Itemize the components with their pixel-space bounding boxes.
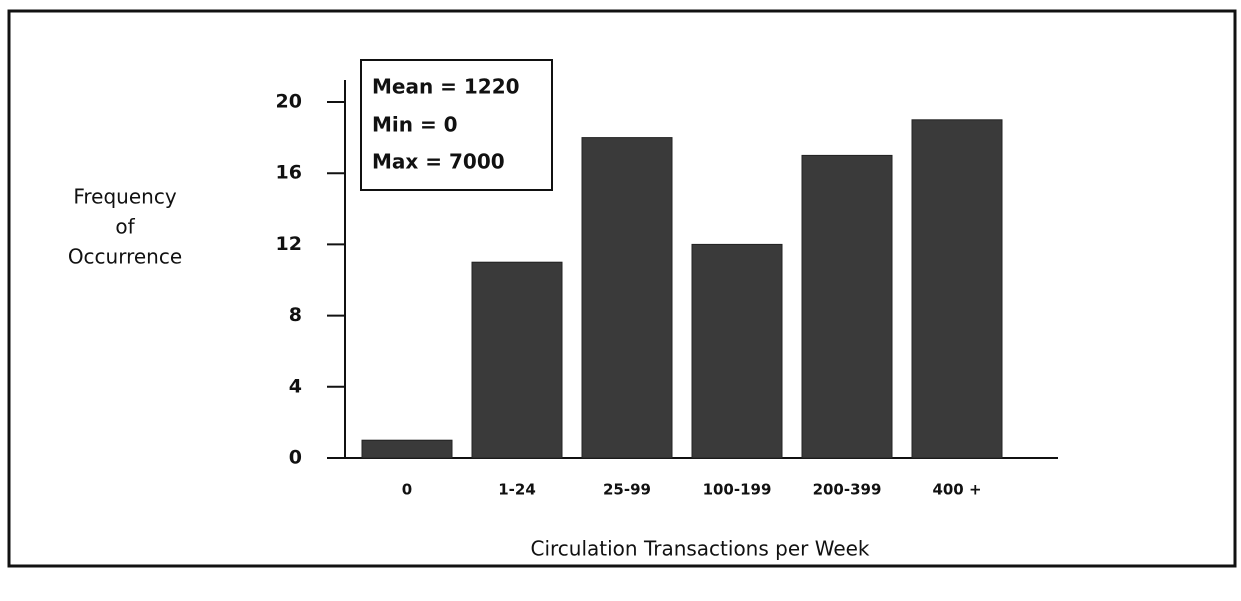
x-tick-label: 200-399 — [813, 481, 882, 499]
y-axis-label: of — [115, 215, 135, 239]
y-tick-label: 20 — [276, 91, 302, 113]
x-axis-label: Circulation Transactions per Week — [530, 537, 869, 561]
y-axis-label: Frequency — [73, 185, 176, 209]
y-tick-label: 12 — [276, 233, 302, 255]
bar — [361, 439, 453, 459]
frame — [7, 9, 1237, 568]
bar — [471, 261, 563, 459]
y-axis-label: Occurrence — [68, 245, 182, 269]
stats-box — [360, 59, 553, 191]
y-tick-label: 0 — [289, 447, 302, 469]
x-tick-label: 100-199 — [703, 481, 772, 499]
bar — [691, 243, 783, 459]
y-tick-label: 16 — [276, 162, 302, 184]
x-tick-label: 1-24 — [498, 481, 536, 499]
y-tick-label: 8 — [289, 304, 302, 326]
annotation: Mean = 1220 — [372, 75, 520, 99]
bar — [581, 137, 673, 459]
y-tick-label: 4 — [289, 375, 302, 397]
x-tick-label: 0 — [402, 481, 412, 499]
x-tick-label: 400 + — [932, 481, 981, 499]
x-tick-label: 25-99 — [603, 481, 651, 499]
annotation: Min = 0 — [372, 113, 458, 137]
bar — [801, 154, 893, 459]
annotation: Max = 7000 — [372, 150, 505, 174]
bar — [911, 119, 1003, 459]
